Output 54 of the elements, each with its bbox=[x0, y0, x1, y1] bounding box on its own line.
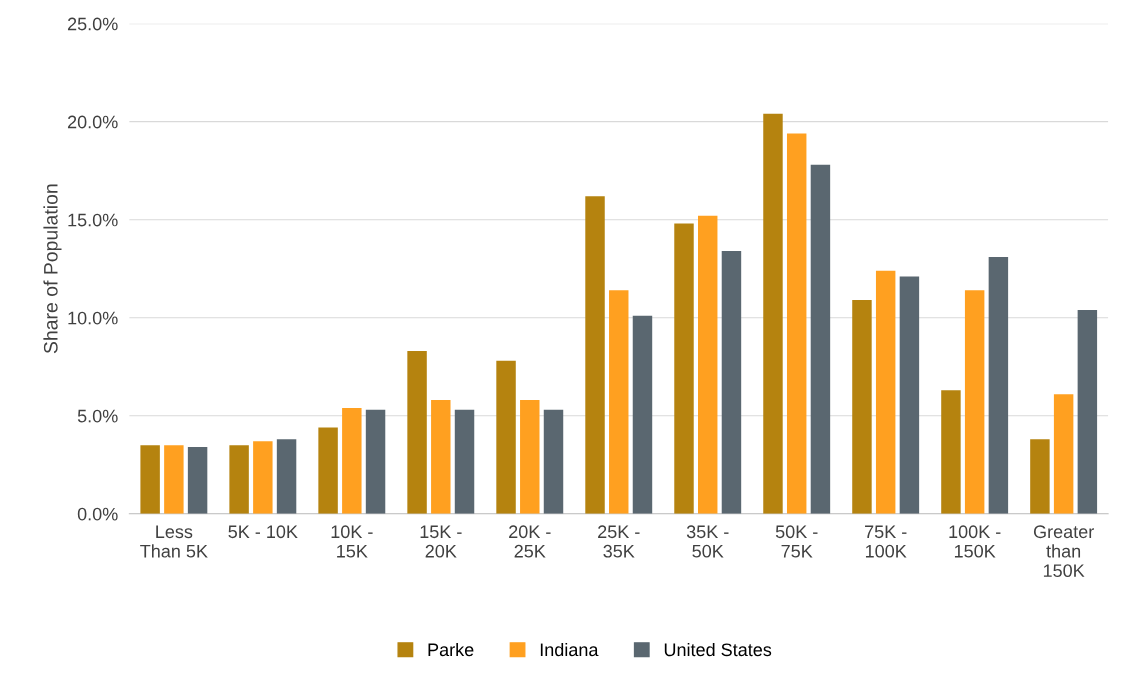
bar bbox=[964, 290, 985, 514]
y-tick-label: 10.0% bbox=[68, 311, 118, 325]
bar bbox=[187, 447, 208, 514]
bar bbox=[365, 409, 386, 514]
bar bbox=[763, 113, 783, 514]
bar bbox=[253, 441, 273, 514]
bar bbox=[1077, 309, 1098, 514]
bar bbox=[609, 290, 629, 514]
y-tick-label: 20.0% bbox=[67, 115, 118, 129]
bar bbox=[229, 445, 249, 514]
x-tick-label: 15K - 20K bbox=[420, 525, 462, 558]
legend-label: Parke bbox=[428, 642, 474, 657]
y-tick-label: 5.0% bbox=[77, 409, 118, 423]
x-tick-label: 25K - 35K bbox=[598, 525, 640, 558]
bar bbox=[520, 400, 540, 514]
bar bbox=[786, 133, 807, 514]
bar bbox=[941, 390, 961, 514]
bar bbox=[632, 315, 653, 514]
x-tick-label: 20K - 25K bbox=[509, 525, 551, 558]
bar bbox=[407, 351, 427, 514]
bar bbox=[543, 409, 564, 514]
y-tick-label: 0.0% bbox=[77, 507, 118, 521]
bar bbox=[585, 196, 605, 514]
bar bbox=[852, 300, 872, 514]
legend-label: Indiana bbox=[540, 642, 599, 657]
bar bbox=[1053, 394, 1074, 514]
x-tick-label: Less Than 5K bbox=[140, 525, 208, 558]
legend-label: United States bbox=[664, 642, 772, 657]
bar bbox=[721, 251, 742, 514]
x-tick-label: 5K - 10K bbox=[228, 525, 298, 539]
x-tick-label: Greater than 150K bbox=[1033, 525, 1094, 578]
x-tick-label: 50K - 75K bbox=[775, 525, 818, 558]
bar bbox=[674, 223, 694, 514]
bar bbox=[496, 360, 516, 514]
bar bbox=[318, 427, 338, 514]
bar bbox=[899, 276, 920, 514]
bar bbox=[875, 270, 896, 514]
y-tick-label: 25.0% bbox=[67, 17, 118, 31]
x-tick-label: 100K - 150K bbox=[949, 525, 1001, 558]
bar bbox=[454, 409, 475, 514]
y-tick-label: 15.0% bbox=[68, 213, 118, 227]
x-tick-label: 75K - 100K bbox=[865, 525, 907, 558]
bar bbox=[342, 407, 362, 514]
x-tick-label: 35K - 50K bbox=[686, 525, 729, 558]
bar bbox=[698, 215, 718, 514]
y-axis-title: Share of Population bbox=[43, 184, 62, 354]
x-tick-label: 10K - 15K bbox=[331, 525, 373, 558]
bar bbox=[810, 164, 831, 514]
bar bbox=[140, 445, 160, 514]
bar bbox=[988, 256, 1009, 514]
bar bbox=[1030, 439, 1050, 514]
bar bbox=[164, 445, 184, 514]
bar bbox=[276, 439, 297, 514]
bar bbox=[431, 400, 451, 514]
